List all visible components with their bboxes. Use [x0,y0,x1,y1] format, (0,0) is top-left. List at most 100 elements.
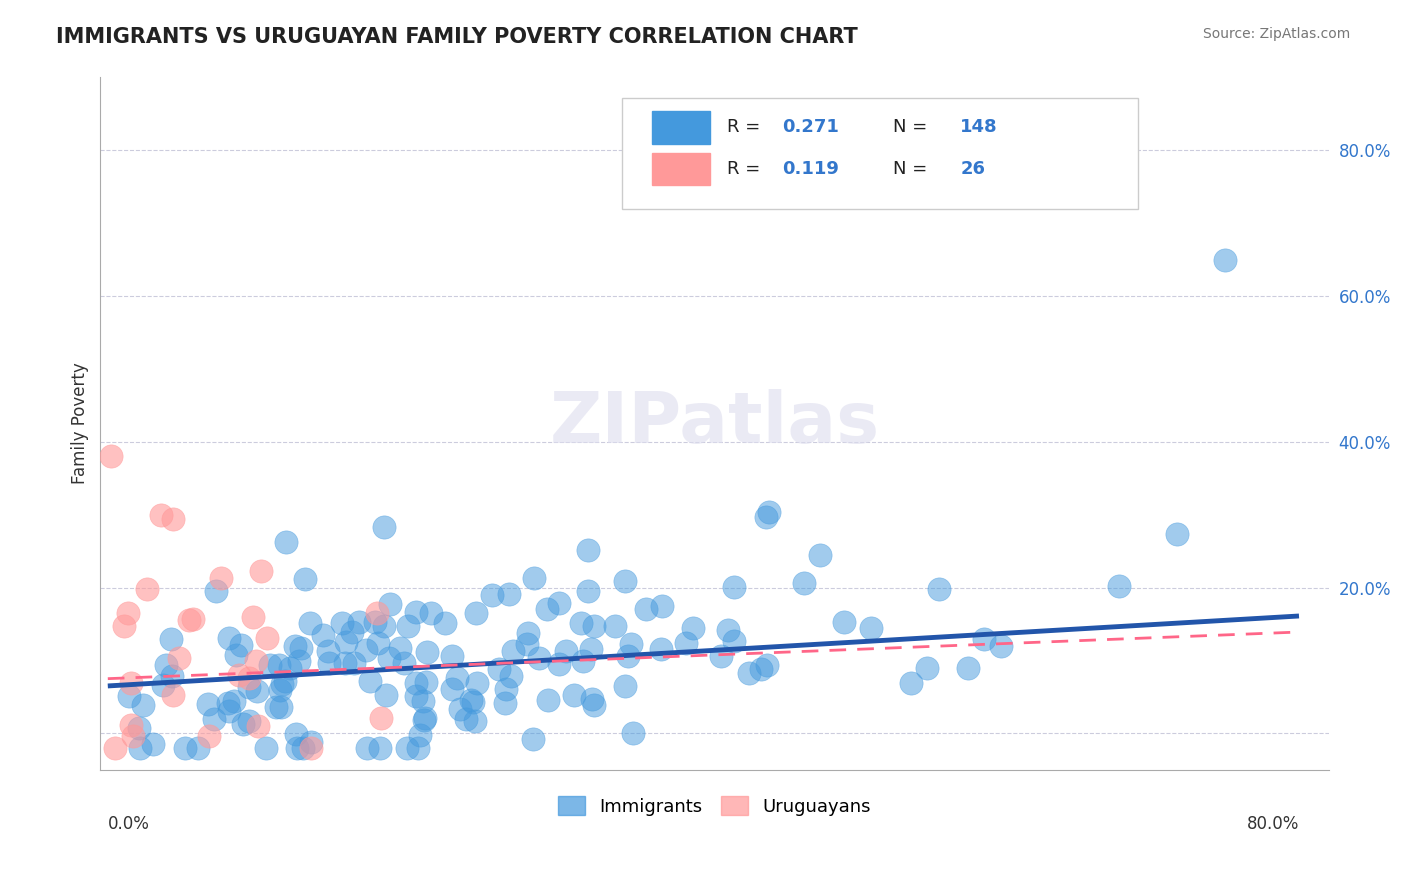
Immigrants [956,661,979,675]
Immigrants [569,615,592,630]
Immigrants [409,728,432,742]
Immigrants [173,740,195,755]
Immigrants [562,688,585,702]
Immigrants [1213,252,1236,267]
Text: ZIPatlas: ZIPatlas [550,389,880,458]
Immigrants [501,669,523,683]
Immigrants [548,657,571,672]
Immigrants [413,711,436,725]
Text: 0.119: 0.119 [782,160,839,178]
Immigrants [502,644,524,658]
Uruguayans [256,631,278,645]
Immigrants [290,641,312,656]
Immigrants [232,717,254,731]
Immigrants [354,643,377,657]
Immigrants [246,683,269,698]
Immigrants [155,657,177,672]
Uruguayans [117,606,139,620]
Immigrants [276,534,298,549]
Immigrants [928,582,950,596]
Immigrants [576,583,599,598]
Immigrants [527,651,550,665]
Immigrants [412,694,434,708]
Immigrants [267,657,290,672]
Immigrants [128,740,150,755]
FancyBboxPatch shape [623,98,1139,209]
Text: R =: R = [727,119,766,136]
Uruguayans [370,710,392,724]
Immigrants [285,740,308,755]
Immigrants [396,740,419,755]
Immigrants [160,668,183,682]
Immigrants [463,695,485,709]
Immigrants [128,721,150,735]
Immigrants [330,616,353,631]
Immigrants [229,639,252,653]
Legend: Immigrants, Uruguayans: Immigrants, Uruguayans [551,789,879,823]
Immigrants [218,632,240,646]
Immigrants [392,657,415,671]
Immigrants [217,697,239,711]
Immigrants [389,641,412,656]
Text: IMMIGRANTS VS URUGUAYAN FAMILY POVERTY CORRELATION CHART: IMMIGRANTS VS URUGUAYAN FAMILY POVERTY C… [56,27,858,46]
Immigrants [723,634,745,648]
Uruguayans [198,729,221,743]
Text: 80.0%: 80.0% [1247,814,1299,833]
Uruguayans [366,606,388,620]
Immigrants [758,505,780,519]
Immigrants [333,656,356,670]
Immigrants [650,642,672,657]
Immigrants [537,692,560,706]
Immigrants [343,656,366,670]
Immigrants [288,654,311,668]
Immigrants [613,574,636,588]
Immigrants [413,714,436,728]
Immigrants [356,740,378,755]
Immigrants [636,602,658,616]
Immigrants [238,680,260,694]
Immigrants [294,572,316,586]
Immigrants [416,645,439,659]
Immigrants [522,731,544,746]
Text: 0.0%: 0.0% [108,814,149,833]
Immigrants [218,704,240,718]
Immigrants [536,602,558,616]
Immigrants [465,676,488,690]
Immigrants [832,615,855,629]
Uruguayans [122,729,145,743]
Immigrants [738,666,761,681]
Immigrants [523,571,546,585]
Uruguayans [162,688,184,702]
Immigrants [373,520,395,534]
Immigrants [454,712,477,726]
Immigrants [197,697,219,711]
Immigrants [405,675,427,690]
Text: 0.271: 0.271 [782,119,839,136]
Immigrants [202,712,225,726]
Immigrants [205,583,228,598]
Immigrants [368,740,391,755]
Immigrants [373,619,395,633]
Immigrants [367,636,389,650]
Immigrants [915,661,938,675]
Immigrants [651,599,673,614]
Immigrants [284,639,307,653]
Uruguayans [167,650,190,665]
Immigrants [415,675,437,690]
Uruguayans [177,613,200,627]
Text: R =: R = [727,160,766,178]
Immigrants [335,635,357,649]
Immigrants [621,726,644,740]
Immigrants [359,673,381,688]
Immigrants [152,678,174,692]
Uruguayans [299,740,322,755]
Uruguayans [228,668,250,682]
Uruguayans [100,450,122,464]
Immigrants [583,619,606,633]
Immigrants [254,740,277,755]
Immigrants [516,637,538,651]
Uruguayans [209,571,232,585]
Immigrants [793,576,815,591]
Immigrants [1166,527,1188,541]
Immigrants [605,618,627,632]
